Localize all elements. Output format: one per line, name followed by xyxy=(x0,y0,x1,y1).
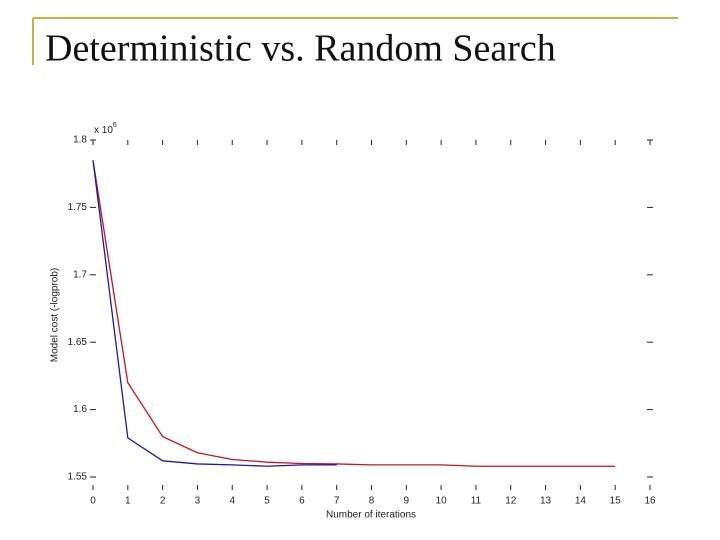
x-tick-label: 16 xyxy=(644,496,656,507)
y-multiplier: x 106 xyxy=(94,122,117,136)
slide-title: Deterministic vs. Random Search xyxy=(45,28,556,70)
y-axis-label: Model cost (-logprob) xyxy=(50,268,61,362)
x-tick-label: 3 xyxy=(195,496,201,507)
y-tick-label: 1.55 xyxy=(68,472,88,483)
multiplier-exponent: 6 xyxy=(113,122,117,129)
x-tick-label: 1 xyxy=(125,496,131,507)
y-tick-label: 1.7 xyxy=(73,269,87,280)
x-tick-label: 10 xyxy=(436,496,448,507)
y-tick-label: 1.65 xyxy=(68,337,88,348)
x-tick-label: 0 xyxy=(90,496,96,507)
x-tick-label: 9 xyxy=(404,496,410,507)
series-line xyxy=(92,160,616,467)
y-tick-label: 1.6 xyxy=(73,404,87,415)
y-tick-label: 1.75 xyxy=(68,202,88,213)
x-tick-label: 14 xyxy=(575,496,587,507)
x-tick-label: 5 xyxy=(264,496,270,507)
series-line xyxy=(92,160,337,467)
x-tick-label: 4 xyxy=(229,496,235,507)
x-tick-label: 11 xyxy=(471,496,482,507)
x-tick-label: 8 xyxy=(369,496,375,507)
multiplier-base: x 10 xyxy=(94,125,113,136)
y-tick-label: 1.8 xyxy=(73,135,87,146)
x-tick-label: 13 xyxy=(540,496,552,507)
x-tick-label: 6 xyxy=(299,496,305,507)
x-axis-label: Number of iterations xyxy=(326,510,416,521)
x-tick-label: 12 xyxy=(505,496,517,507)
x-tick-label: 15 xyxy=(610,496,622,507)
x-tick-label: 7 xyxy=(334,496,340,507)
x-tick-label: 2 xyxy=(160,496,166,507)
